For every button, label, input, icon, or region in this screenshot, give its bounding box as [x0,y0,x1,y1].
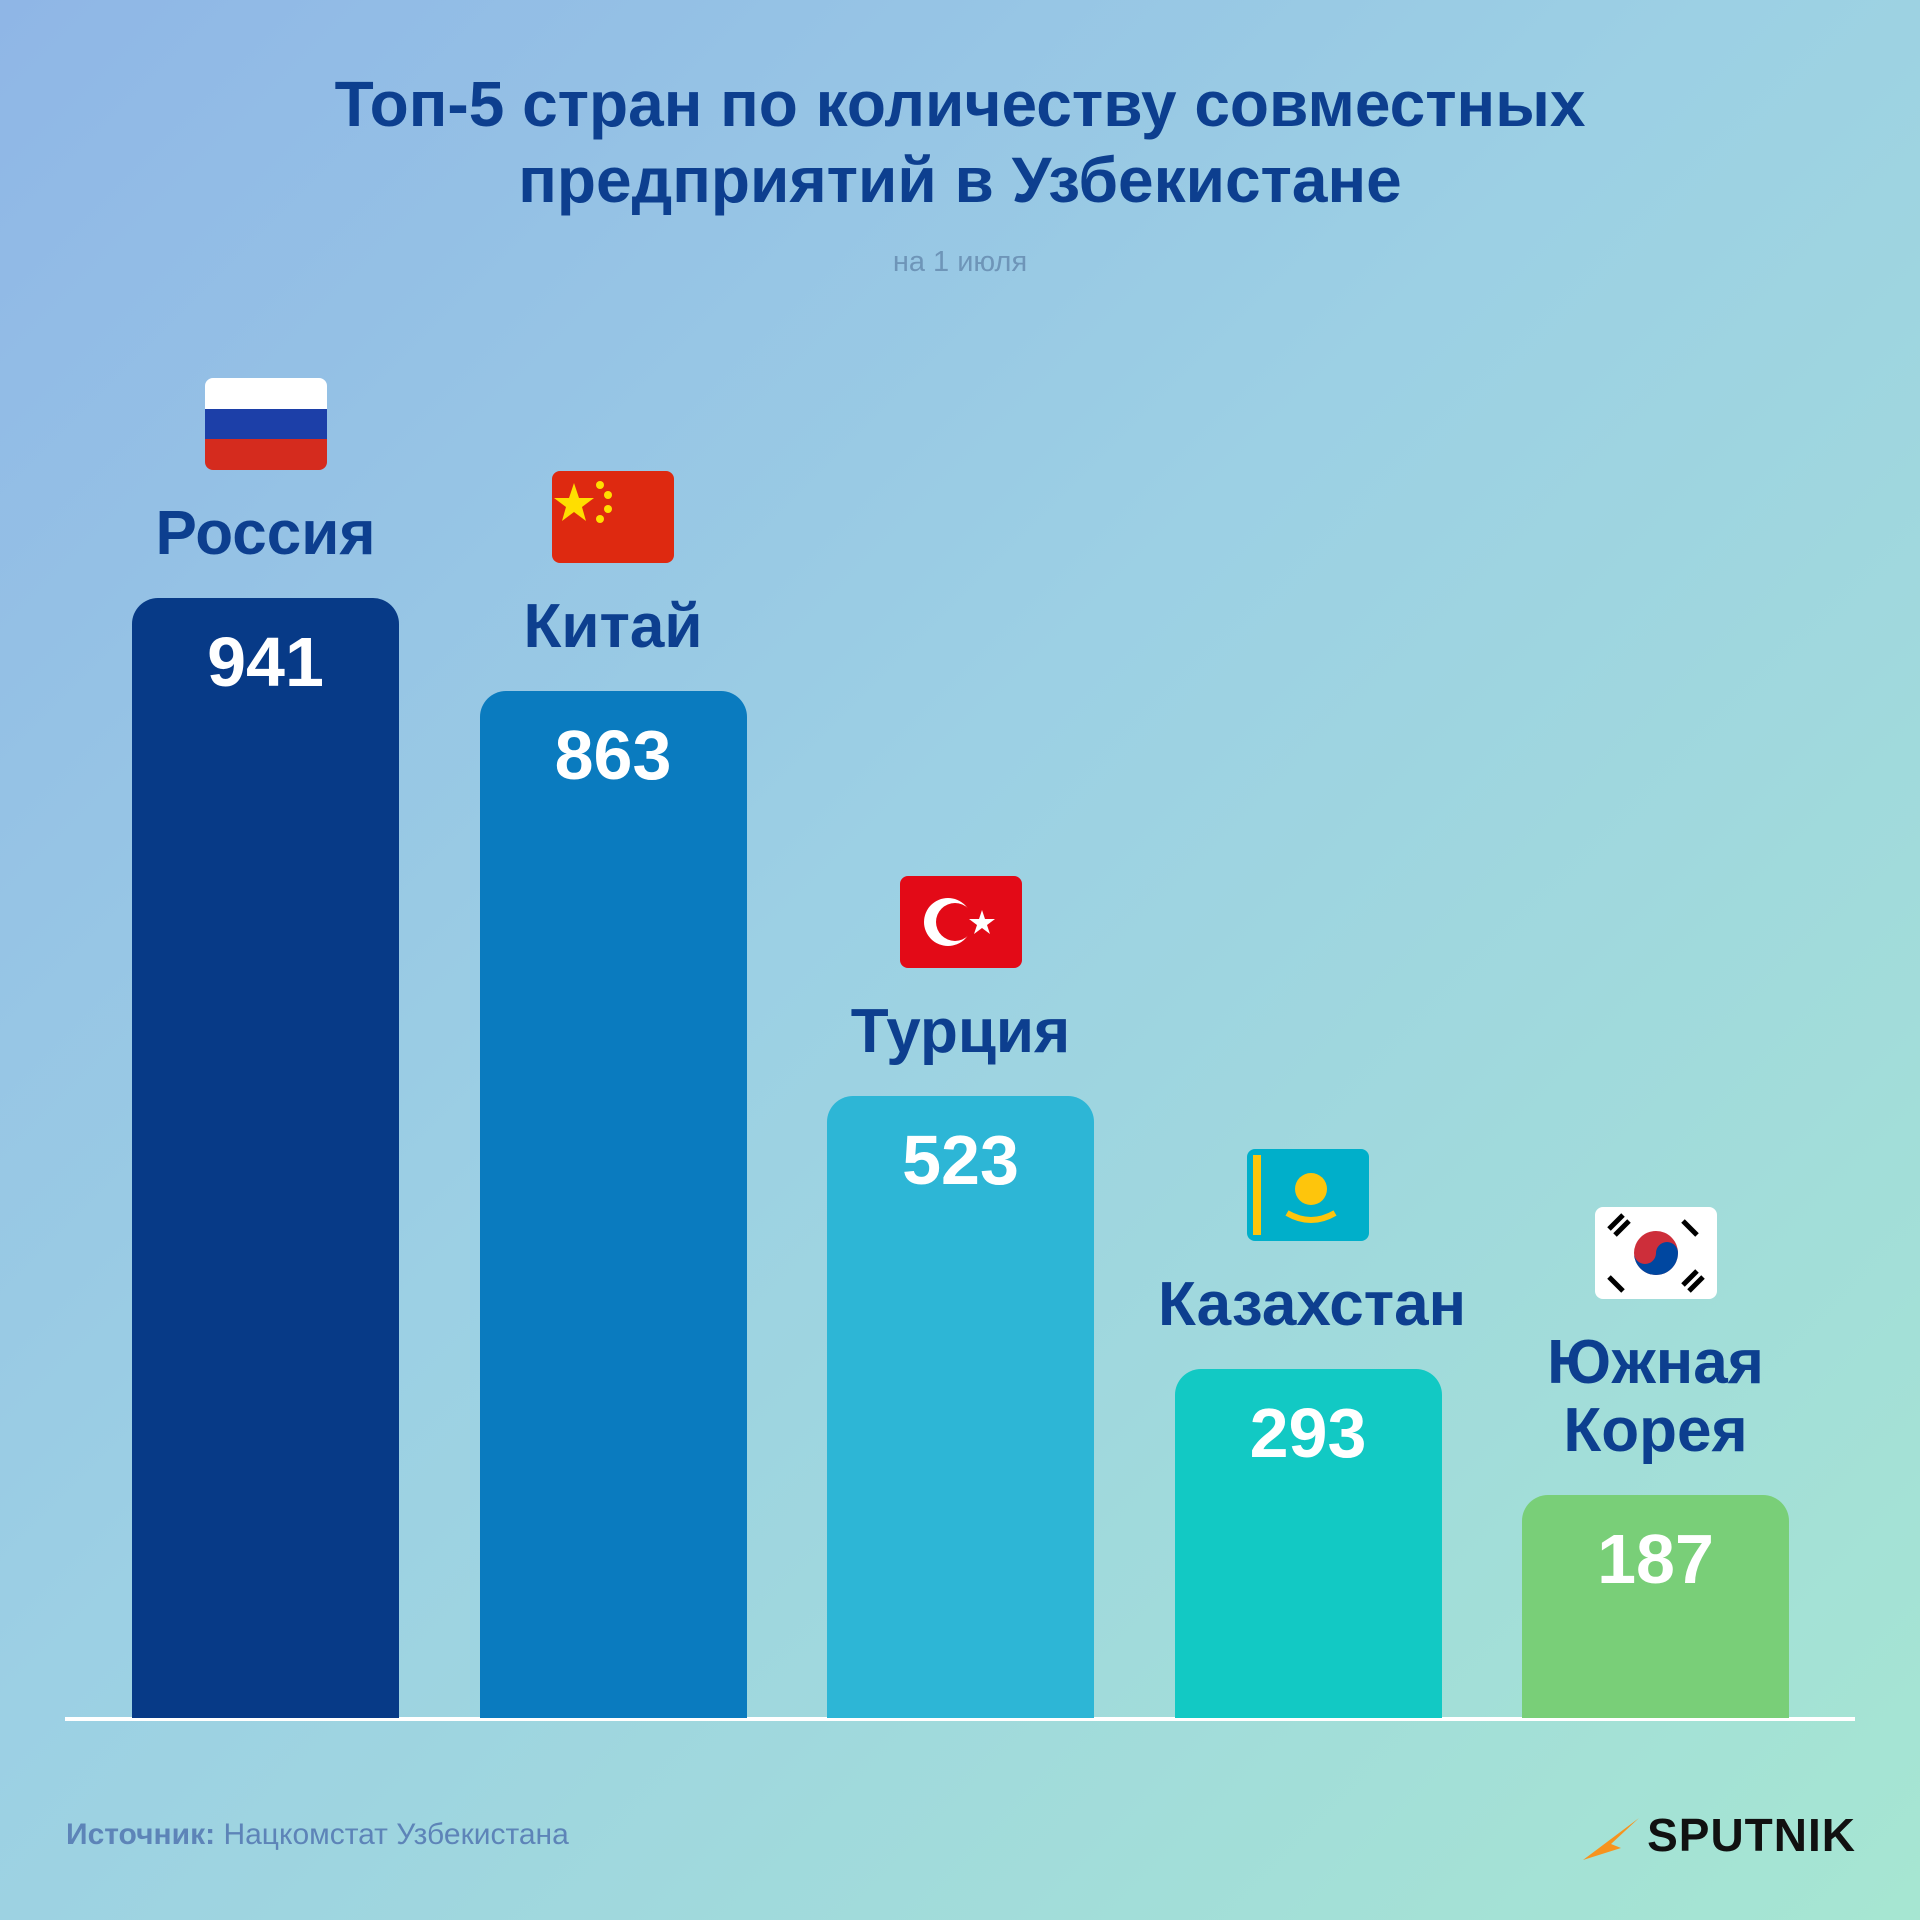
baseline [65,1717,1855,1721]
flag [204,378,327,471]
value-label: 187 [1597,1520,1714,1599]
category-column: Турция [787,875,1134,1066]
category-column: Южная Корея [1482,1207,1829,1465]
category-column: Китай [440,471,787,661]
source-text: Нацкомстат Узбекистана [223,1818,569,1851]
logo-icon [1583,1817,1640,1860]
value-label: 523 [902,1120,1019,1199]
category-label: Казахстан [1158,1270,1467,1340]
bar [1522,1495,1789,1718]
source-label: Источник: [66,1818,216,1851]
flag [552,471,674,564]
chart-title: Топ-5 стран по количеству совместных пре… [334,68,1586,216]
bar [1174,1369,1442,1718]
category-column: Россия [92,378,439,568]
category-label: Китай [523,592,703,662]
source: Источник: Нацкомстат Узбекистана [66,1818,569,1852]
value-label: 941 [207,623,324,702]
flag [1594,1207,1717,1300]
flag [899,875,1022,968]
value-label: 863 [554,716,672,795]
logo[interactable]: SPUTNIK [1581,1808,1856,1864]
category-label: Южная Корея [1547,1328,1764,1466]
chart-subtitle: на 1 июля [892,246,1028,278]
bar [827,1095,1094,1718]
bar [479,691,747,1718]
category-label: Россия [155,499,376,569]
value-label: 293 [1249,1394,1367,1473]
category-column: Казахстан [1135,1149,1482,1339]
bar [132,598,399,1718]
category-label: Турция [850,996,1071,1066]
logo-text: SPUTNIK [1647,1809,1856,1861]
flag [1247,1149,1369,1242]
